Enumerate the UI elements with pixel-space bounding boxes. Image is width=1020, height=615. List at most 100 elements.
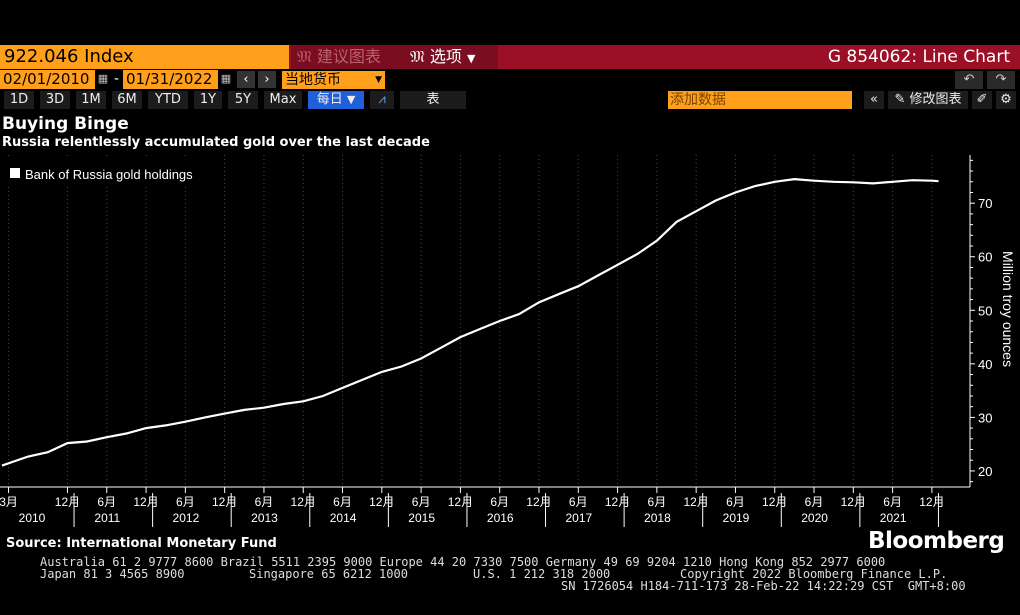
suggest-charts-label: 建议图表 <box>316 47 381 66</box>
x-tick-label: 12月 <box>919 495 944 509</box>
legend-swatch <box>10 168 20 178</box>
currency-select[interactable]: 当地货币 ▼ <box>282 71 385 89</box>
period-max[interactable]: Max <box>264 91 302 109</box>
suggest-charts-button[interactable]: 𝔐 建议图表 <box>291 45 405 69</box>
footer-serial: SN 1726054 H184-711-173 28-Feb-22 14:22:… <box>561 579 966 593</box>
calendar-icon[interactable]: ▦ <box>220 72 232 85</box>
footer-contacts-singapore: Singapore 65 6212 1000 <box>249 567 408 581</box>
chart-type-icon[interactable]: ⩘ <box>370 91 394 109</box>
x-tick-label: 6月 <box>569 495 588 509</box>
period-6m[interactable]: 6M <box>112 91 142 109</box>
frequency-label: 每日 <box>316 92 343 107</box>
collapse-icon[interactable]: « <box>864 91 884 109</box>
y-axis-label: Million troy ounces <box>1000 251 1016 367</box>
x-tick-label: 6月 <box>805 495 824 509</box>
y-ticks: 20 30 40 50 60 70 <box>970 159 992 483</box>
edit-chart-label: 修改图表 <box>909 92 962 107</box>
frequency-select[interactable]: 每日 ▼ <box>308 91 364 109</box>
x-tick-label: 12月 <box>133 495 158 509</box>
security-label: 922.046 Index <box>4 46 134 67</box>
undo-icon[interactable]: ↶ <box>955 71 983 89</box>
x-tick-label: 6月 <box>97 495 116 509</box>
chevron-down-icon: ▼ <box>375 75 382 85</box>
x-tick-label: 3月 <box>0 495 18 509</box>
year-label: 2016 <box>487 511 514 525</box>
bloomberg-logo: Bloomberg <box>868 528 1005 554</box>
options-button[interactable]: 𝔐 选项 ▼ <box>404 45 498 69</box>
next-icon[interactable]: › <box>258 71 276 88</box>
pencil-icon: ✎ <box>894 92 906 107</box>
suggest-icon: 𝔐 <box>297 47 312 66</box>
footer-contacts-us: U.S. 1 212 318 2000 <box>473 567 611 581</box>
calendar-icon[interactable]: ▦ <box>97 72 109 85</box>
x-tick-label: 6月 <box>648 495 667 509</box>
x-tick-label: 12月 <box>841 495 866 509</box>
y-tick-label: 50 <box>978 303 992 318</box>
x-tick-label: 12月 <box>55 495 80 509</box>
x-tick-label: 12月 <box>448 495 473 509</box>
series-line <box>1 177 939 467</box>
edit-chart-button[interactable]: ✎ 修改图表 <box>888 91 968 109</box>
line-chart: 20 30 40 50 60 70 3月 12月 6月 12月 6月 12月 6月 12月 6月 12月 6月… <box>0 155 1016 527</box>
redo-icon[interactable]: ↷ <box>987 71 1015 89</box>
year-label: 2020 <box>801 511 828 525</box>
x-tick-label: 12月 <box>605 495 630 509</box>
currency-label: 当地货币 <box>285 72 341 88</box>
period-1y[interactable]: 1Y <box>194 91 222 109</box>
date-separator: - <box>114 71 120 87</box>
period-3d[interactable]: 3D <box>40 91 70 109</box>
x-tick-label: 6月 <box>255 495 274 509</box>
footer-contacts-japan: Japan 81 3 4565 8900 <box>40 567 185 581</box>
y-tick-label: 20 <box>978 464 992 479</box>
x-tick-label: 6月 <box>412 495 431 509</box>
options-label: 选项 <box>429 47 462 66</box>
start-date-input[interactable]: 02/01/2010 <box>0 70 95 89</box>
year-labels: 2010 2011 2012 2013 2014 2015 2016 2017 2018 2019… <box>19 493 939 527</box>
year-label: 2014 <box>330 511 357 525</box>
period-5y[interactable]: 5Y <box>228 91 258 109</box>
x-tick-label: 12月 <box>762 495 787 509</box>
grid <box>8 155 933 487</box>
x-tick-label: 12月 <box>212 495 237 509</box>
end-date-input[interactable]: 01/31/2022 <box>123 70 218 89</box>
y-tick-label: 40 <box>978 357 992 372</box>
x-tick-label: 12月 <box>526 495 551 509</box>
footer-copyright: Copyright 2022 Bloomberg Finance L.P. <box>680 567 948 581</box>
x-tick-label: 12月 <box>683 495 708 509</box>
x-tick-label: 12月 <box>369 495 394 509</box>
x-tick-label: 6月 <box>333 495 352 509</box>
year-label: 2018 <box>644 511 671 525</box>
table-button[interactable]: 表 <box>400 91 466 109</box>
year-label: 2012 <box>173 511 200 525</box>
window-title: G 854062: Line Chart <box>827 47 1010 67</box>
security-field[interactable]: 922.046 Index <box>0 45 289 69</box>
x-tick-label: 12月 <box>291 495 316 509</box>
year-label: 2021 <box>880 511 907 525</box>
year-label: 2013 <box>251 511 278 525</box>
year-label: 2010 <box>19 511 46 525</box>
y-tick-label: 60 <box>978 250 992 265</box>
prev-icon[interactable]: ‹ <box>237 71 255 88</box>
legend-label: Bank of Russia gold holdings <box>25 167 193 182</box>
options-icon: 𝔐 <box>410 47 425 66</box>
x-tick-label: 6月 <box>176 495 195 509</box>
plot-area <box>0 155 970 507</box>
x-tick-label: 6月 <box>726 495 745 509</box>
year-label: 2015 <box>408 511 435 525</box>
y-tick-label: 70 <box>978 196 992 211</box>
year-label: 2011 <box>94 511 120 525</box>
legend <box>4 159 209 187</box>
x-tick-label: 6月 <box>490 495 509 509</box>
x-tick-label: 6月 <box>883 495 902 509</box>
y-tick-label: 30 <box>978 410 992 425</box>
settings-icon[interactable]: ⚙ <box>996 91 1016 109</box>
chevron-down-icon: ▼ <box>466 52 476 65</box>
year-label: 2019 <box>723 511 750 525</box>
period-1d[interactable]: 1D <box>4 91 34 109</box>
edit-icon[interactable]: ✐ <box>972 91 992 109</box>
add-data-input[interactable]: 添加数据 <box>668 91 852 109</box>
period-1m[interactable]: 1M <box>76 91 106 109</box>
period-ytd[interactable]: YTD <box>148 91 188 109</box>
chart-subtitle: Russia relentlessly accumulated gold ove… <box>2 135 430 150</box>
source-note: Source: International Monetary Fund <box>6 536 277 551</box>
